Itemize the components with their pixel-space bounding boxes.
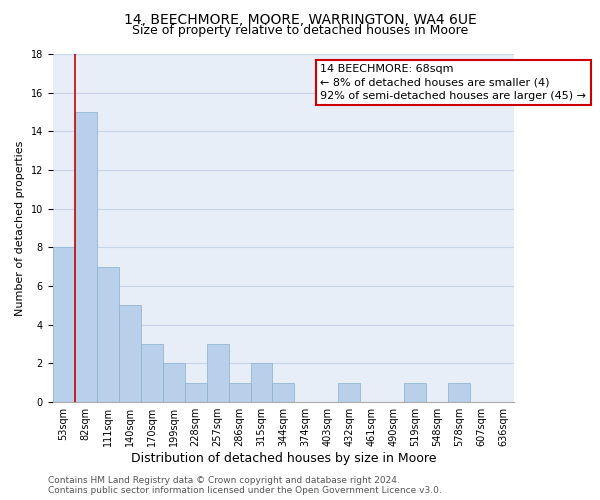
Bar <box>74 112 97 402</box>
Text: Contains HM Land Registry data © Crown copyright and database right 2024.
Contai: Contains HM Land Registry data © Crown c… <box>48 476 442 495</box>
Bar <box>448 382 470 402</box>
Bar <box>338 382 361 402</box>
Bar <box>119 306 140 402</box>
Bar <box>163 364 185 402</box>
Bar <box>251 364 272 402</box>
Bar <box>272 382 295 402</box>
Text: Size of property relative to detached houses in Moore: Size of property relative to detached ho… <box>132 24 468 37</box>
X-axis label: Distribution of detached houses by size in Moore: Distribution of detached houses by size … <box>131 452 436 465</box>
Text: 14, BEECHMORE, MOORE, WARRINGTON, WA4 6UE: 14, BEECHMORE, MOORE, WARRINGTON, WA4 6U… <box>124 12 476 26</box>
Bar <box>53 248 74 402</box>
Y-axis label: Number of detached properties: Number of detached properties <box>15 140 25 316</box>
Bar <box>229 382 251 402</box>
Bar <box>404 382 427 402</box>
Text: 14 BEECHMORE: 68sqm
← 8% of detached houses are smaller (4)
92% of semi-detached: 14 BEECHMORE: 68sqm ← 8% of detached hou… <box>320 64 586 101</box>
Bar <box>97 266 119 402</box>
Bar <box>185 382 206 402</box>
Bar <box>206 344 229 402</box>
Bar <box>140 344 163 402</box>
